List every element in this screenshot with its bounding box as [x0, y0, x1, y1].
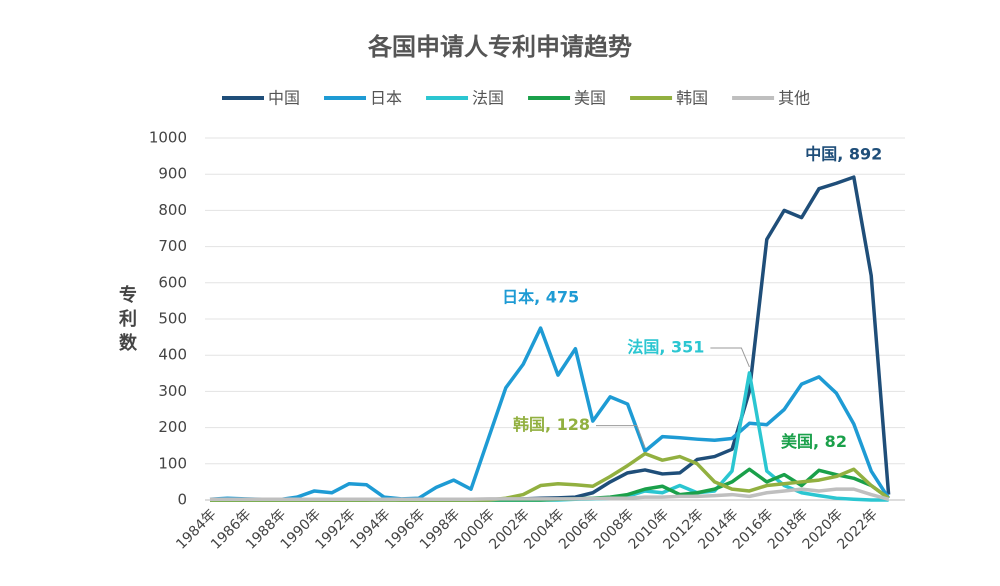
y-tick-label: 400 — [158, 346, 187, 364]
data-label: 日本, 475 — [502, 288, 579, 307]
y-tick-label: 1000 — [149, 129, 187, 147]
y-tick-label: 700 — [158, 237, 187, 255]
y-tick-label: 600 — [158, 273, 187, 291]
leader-line — [710, 347, 750, 368]
y-tick-label: 0 — [177, 491, 187, 509]
y-axis-label: 专利数 — [119, 284, 138, 354]
legend-label: 日本 — [370, 89, 402, 108]
leader-line — [596, 425, 646, 448]
y-tick-label: 100 — [158, 454, 187, 472]
legend-label: 韩国 — [676, 89, 708, 108]
legend-label: 法国 — [472, 89, 504, 108]
y-tick-label: 800 — [158, 201, 187, 219]
legend-label: 其他 — [778, 89, 810, 108]
data-label: 法国, 351 — [627, 337, 704, 356]
y-tick-label: 500 — [158, 310, 187, 328]
series-line — [210, 175, 891, 502]
y-tick-label: 300 — [158, 382, 187, 400]
data-label: 美国, 82 — [781, 432, 847, 451]
y-tick-label: 200 — [158, 418, 187, 436]
legend-label: 中国 — [268, 89, 300, 108]
series-line — [210, 487, 890, 502]
data-label: 中国, 892 — [805, 145, 882, 164]
chart-title: 各国申请人专利申请趋势 — [367, 33, 632, 61]
series-line — [209, 326, 891, 502]
y-tick-label: 900 — [158, 165, 187, 183]
data-label: 韩国, 128 — [513, 415, 590, 434]
legend-label: 美国 — [574, 89, 606, 108]
